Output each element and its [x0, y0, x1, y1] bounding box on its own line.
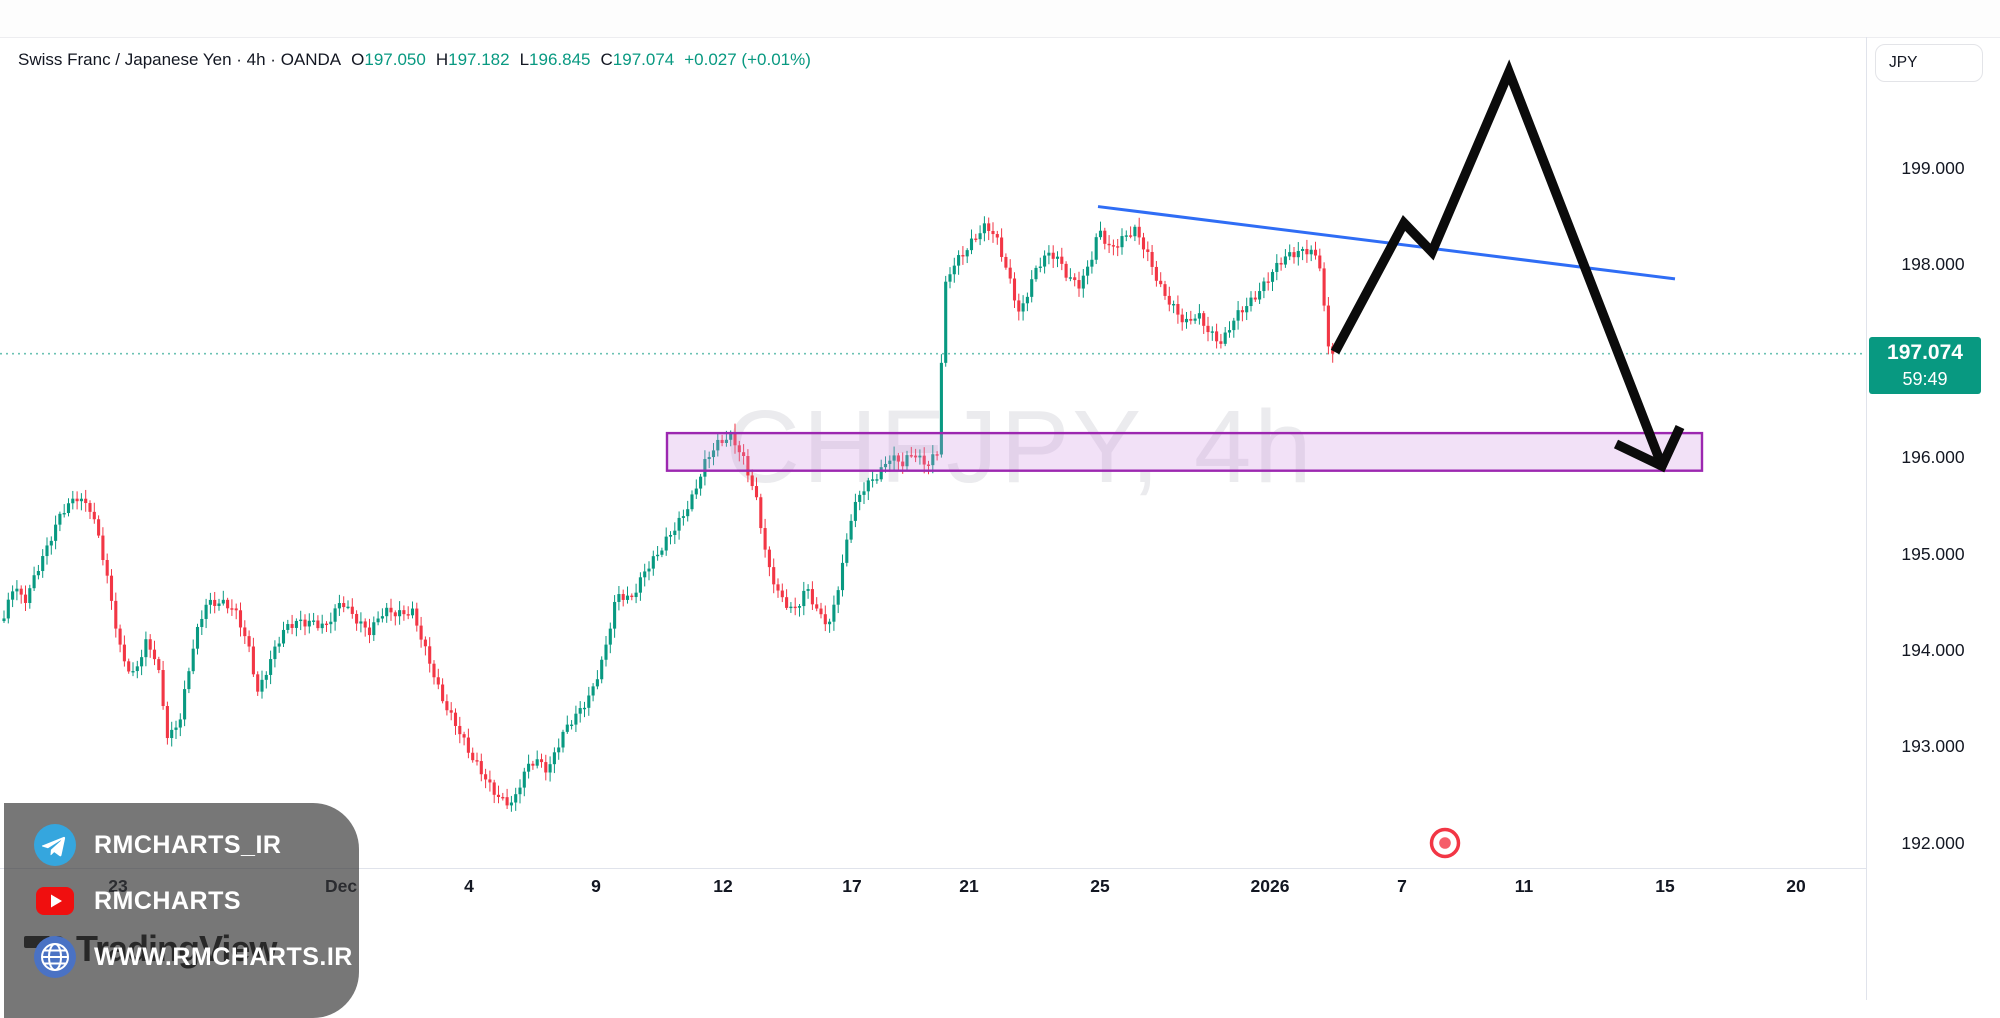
price-axis-label: 195.000: [1901, 543, 1965, 564]
current-price-value: 197.074: [1887, 341, 1963, 364]
overlay-link-rmcharts-ir[interactable]: RMCHARTS_IR: [34, 823, 281, 867]
price-axis-label: 192.000: [1901, 832, 1965, 853]
projection-arrow-drawing[interactable]: [1330, 59, 1685, 473]
time-axis-label: 2026: [1250, 876, 1290, 896]
price-axis-border: [1866, 37, 1867, 1000]
price-axis-label: 199.000: [1901, 158, 1965, 178]
time-axis-border: [0, 868, 1866, 869]
overlay-link-www-rmcharts-ir[interactable]: WWW.RMCHARTS.IR: [34, 935, 353, 979]
symbol-title[interactable]: Swiss Franc / Japanese Yen · 4h · OANDA: [18, 50, 342, 69]
time-axis-label: 4: [464, 876, 474, 896]
bar-countdown: 59:49: [1902, 369, 1948, 389]
time-axis-label: 7: [1397, 876, 1407, 896]
time-axis-label: 17: [842, 876, 862, 896]
symbol-watermark: CHFJPY, 4h: [725, 389, 1315, 504]
symbol-header: Swiss Franc / Japanese Yen · 4h · OANDA O…: [18, 50, 811, 74]
time-axis-label: 11: [1514, 876, 1534, 896]
time-axis-label: 15: [1655, 876, 1675, 896]
supply-zone-rectangle[interactable]: [665, 431, 1704, 472]
overlay-link-label: RMCHARTS: [94, 886, 242, 915]
globe-icon: [34, 936, 76, 978]
ohlc-field: H197.182: [435, 50, 510, 69]
overlay-link-label: RMCHARTS_IR: [94, 830, 282, 859]
telegram-icon: [34, 824, 76, 866]
time-axis-label: 21: [959, 876, 979, 896]
descending-trendline[interactable]: [1097, 205, 1676, 281]
overlay-link-label: WWW.RMCHARTS.IR: [94, 942, 353, 971]
price-axis-label: 198.000: [1901, 254, 1965, 275]
youtube-icon: [34, 880, 76, 922]
price-axis-label: 196.000: [1901, 447, 1965, 468]
current-price-tag: 197.074 59:49: [1869, 337, 1981, 394]
currency-unit-button[interactable]: JPY: [1875, 44, 1983, 82]
time-axis-label: 9: [591, 876, 601, 896]
time-axis-label: 20: [1786, 876, 1806, 896]
price-axis-label: 193.000: [1901, 736, 1965, 757]
channel-watermark-overlay: RMCHARTS_IR RMCHARTS WWW.RMCHARTS.IR: [4, 803, 359, 1018]
ohlc-field: C197.074: [600, 50, 675, 69]
ohlc-field: L196.845: [519, 50, 591, 69]
candlestick-series: [2, 216, 1335, 812]
overlay-link-rmcharts[interactable]: RMCHARTS: [34, 879, 241, 923]
ohlc-field: O197.050: [351, 50, 426, 69]
time-axis-label: 12: [713, 876, 733, 896]
time-axis-label: 25: [1090, 876, 1110, 896]
price-change: +0.027 (+0.01%): [684, 50, 811, 69]
currency-unit-label: JPY: [1889, 54, 1918, 71]
event-marker-icon[interactable]: [1429, 827, 1461, 859]
top-toolbar-strip: [0, 0, 2000, 38]
price-axis-label: 194.000: [1901, 640, 1965, 660]
